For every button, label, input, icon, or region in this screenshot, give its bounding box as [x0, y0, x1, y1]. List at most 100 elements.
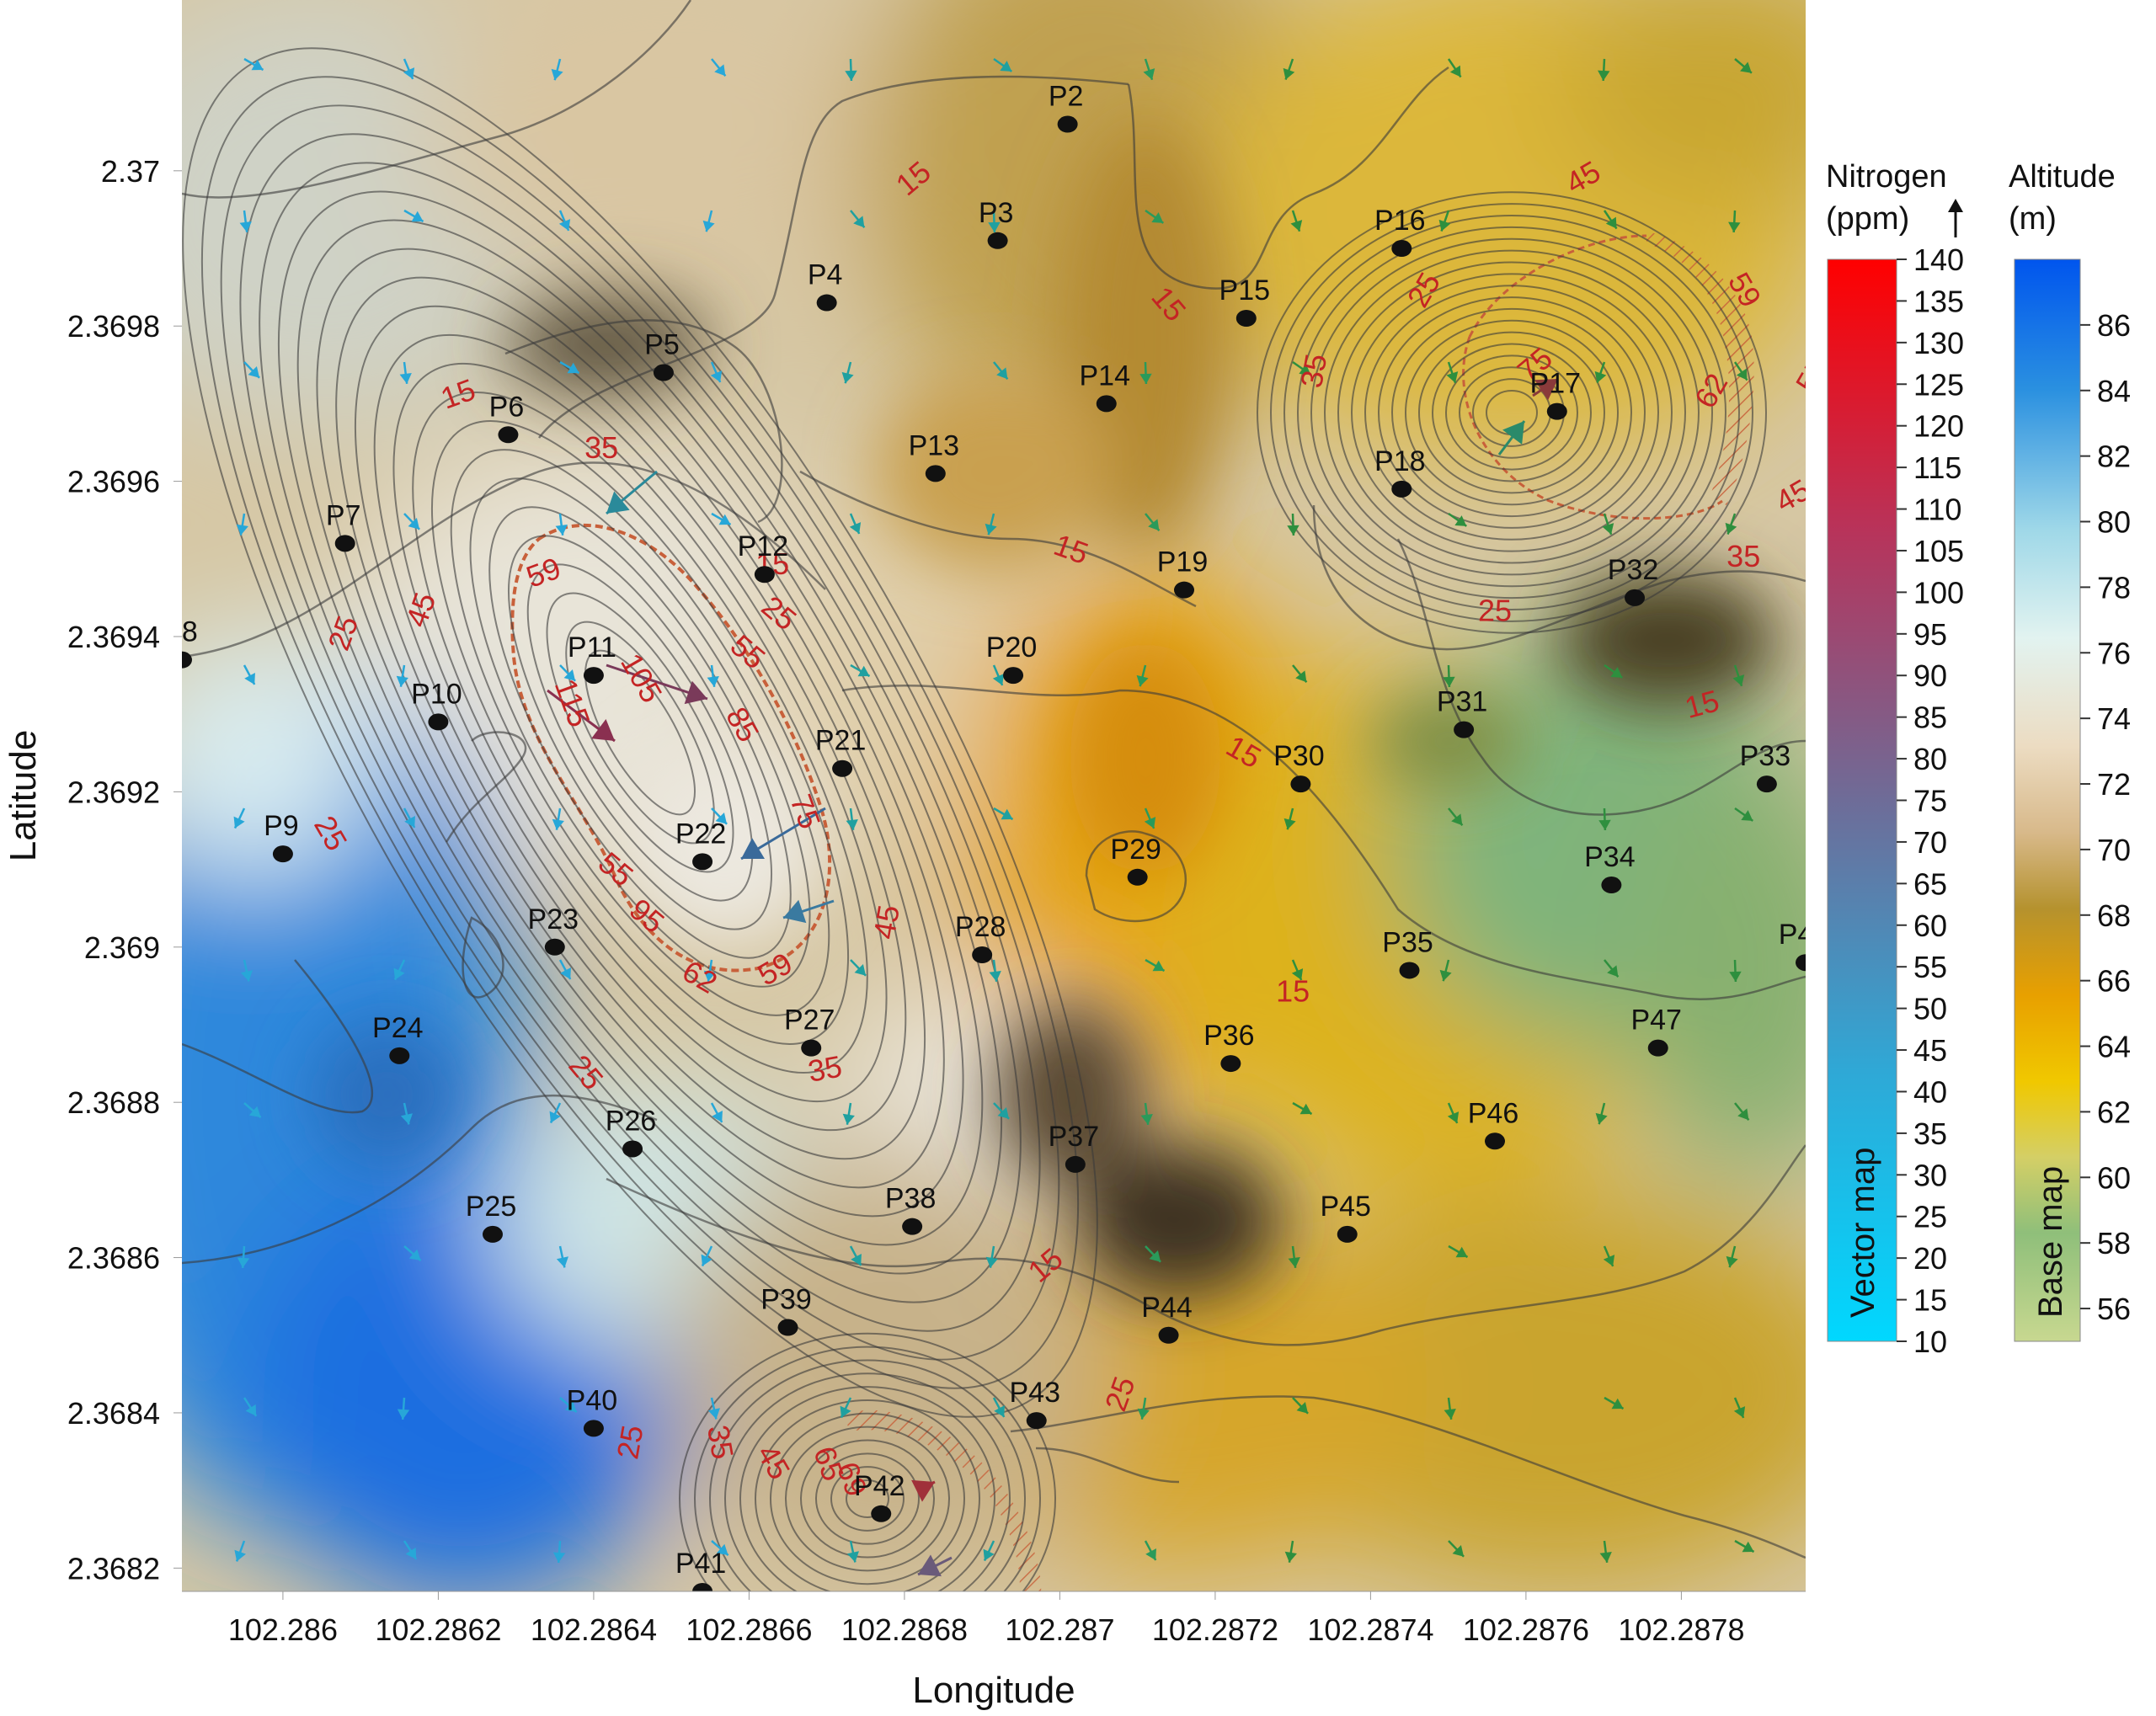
contour-line [584, 649, 696, 816]
vector-arrow [1603, 210, 1618, 230]
vector-arrow [1595, 1102, 1608, 1125]
contour-line [679, 1332, 1056, 1591]
vector-arrow [842, 1102, 855, 1125]
vector-arrow [1140, 1102, 1153, 1125]
vector-arrow [1732, 664, 1745, 687]
contour-line [1337, 261, 1686, 564]
sample-point: P34 [1584, 841, 1636, 894]
sample-point-marker [1546, 402, 1567, 420]
vector-arrow [1291, 959, 1304, 981]
sample-point-marker [1485, 1132, 1506, 1150]
vector-arrow [1444, 1397, 1456, 1420]
contour-line [1310, 237, 1713, 588]
x-tick-label: 102.286 [228, 1612, 338, 1647]
vector-arrow-large [911, 1479, 936, 1502]
contour-line [770, 1412, 965, 1585]
legend-tick-label: 105 [1913, 534, 1964, 568]
sample-point-label: P44 [1141, 1292, 1193, 1324]
contour-label: 15 [1276, 973, 1310, 1008]
contour-line [335, 276, 945, 1189]
x-tick-label: 102.2862 [375, 1612, 501, 1647]
sample-point-label: P47 [1630, 1005, 1682, 1037]
legend-tick-label: 85 [1913, 701, 1947, 735]
vector-arrow [985, 1245, 998, 1268]
sample-point-label: P31 [1437, 686, 1488, 718]
vector-arrow [1598, 807, 1611, 831]
altitude-legend-title-line1: Altitude [2009, 159, 2116, 195]
legend-tick-label: 130 [1913, 326, 1964, 360]
sample-point: P17 [1530, 368, 1581, 420]
vector-arrow [552, 1540, 566, 1564]
legend-tick-label: 35 [1913, 1116, 1947, 1151]
legend-tick-label: 95 [1913, 617, 1947, 652]
sample-point: P25 [466, 1191, 516, 1243]
contour-line [1391, 307, 1632, 518]
legend-tick-label: 40 [1913, 1074, 1947, 1109]
contour-line [799, 470, 1197, 608]
sample-point-label: P23 [528, 903, 579, 935]
sample-point-label: P10 [411, 678, 462, 710]
vector-arrow [243, 1102, 262, 1119]
sample-point-marker [1796, 954, 1806, 972]
y-tick-label: 2.369 [84, 930, 160, 965]
sample-point-label: P9 [264, 810, 299, 842]
sample-point: P2 [1049, 81, 1083, 133]
sample-point: P16 [1374, 205, 1426, 258]
sample-point-marker [1625, 589, 1646, 606]
sample-point-label: P40 [567, 1384, 618, 1416]
vector-arrow [711, 1540, 729, 1557]
vector-arrow-large [740, 807, 826, 861]
vector-arrow [1594, 361, 1607, 383]
sample-point-marker [754, 566, 775, 584]
vector-arrow [849, 1245, 862, 1266]
sample-point-marker [182, 651, 192, 669]
sample-point: P29 [1110, 834, 1161, 886]
sample-point-label: P12 [738, 530, 789, 562]
vector-arrow [1290, 210, 1303, 232]
vector-arrow [707, 1397, 720, 1420]
up-arrow-icon [1948, 199, 1963, 237]
vector-arrow [403, 1245, 422, 1262]
vector-arrow [846, 1540, 859, 1563]
sample-point-marker [653, 364, 674, 381]
sample-point: P48 [1779, 919, 1806, 972]
vector-arrow [1604, 663, 1624, 679]
vector-arrow [993, 361, 1009, 380]
vector-arrow [243, 361, 260, 379]
y-axis-label: Latitude [3, 730, 44, 862]
legend-tick-label: 72 [2097, 767, 2131, 802]
altitude-legend-title-line2: (m) [2009, 201, 2057, 237]
vector-arrow [403, 58, 415, 80]
legend-tick-label: 90 [1913, 658, 1947, 693]
y-tick-label: 2.3688 [67, 1085, 160, 1120]
vector-arrow [556, 1245, 568, 1268]
vector-arrow [707, 664, 719, 687]
vector-arrow [400, 1102, 413, 1125]
sample-point: P6 [489, 391, 524, 444]
legend-tick-label: 84 [2097, 374, 2131, 408]
x-tick-label: 102.2866 [686, 1612, 812, 1647]
vector-arrow [993, 807, 1014, 821]
sample-point: P44 [1141, 1292, 1193, 1344]
legend-tick-label: 86 [2097, 308, 2131, 343]
contour-line [1270, 203, 1753, 622]
sample-point-label: P13 [909, 429, 960, 461]
sample-point-marker [1127, 868, 1148, 886]
x-tick-label: 102.2874 [1307, 1612, 1433, 1647]
vector-arrow [1448, 807, 1464, 826]
legend-tick-label: 30 [1913, 1158, 1947, 1192]
contour-line [739, 1386, 995, 1591]
contour-line [1396, 538, 1806, 816]
nitrogen-legend-title-line2: (ppm) [1826, 201, 1909, 237]
legend-tick-label: 50 [1913, 992, 1947, 1026]
sample-point-marker [902, 1218, 923, 1235]
sample-point: P15 [1219, 274, 1270, 327]
contour-line [373, 333, 907, 1132]
sample-point-marker [334, 535, 355, 552]
sample-point: P42 [854, 1470, 905, 1522]
vector-arrow [559, 1397, 578, 1414]
vector-arrow [703, 959, 716, 982]
contour-line [259, 162, 1022, 1303]
contour-line [355, 305, 926, 1160]
